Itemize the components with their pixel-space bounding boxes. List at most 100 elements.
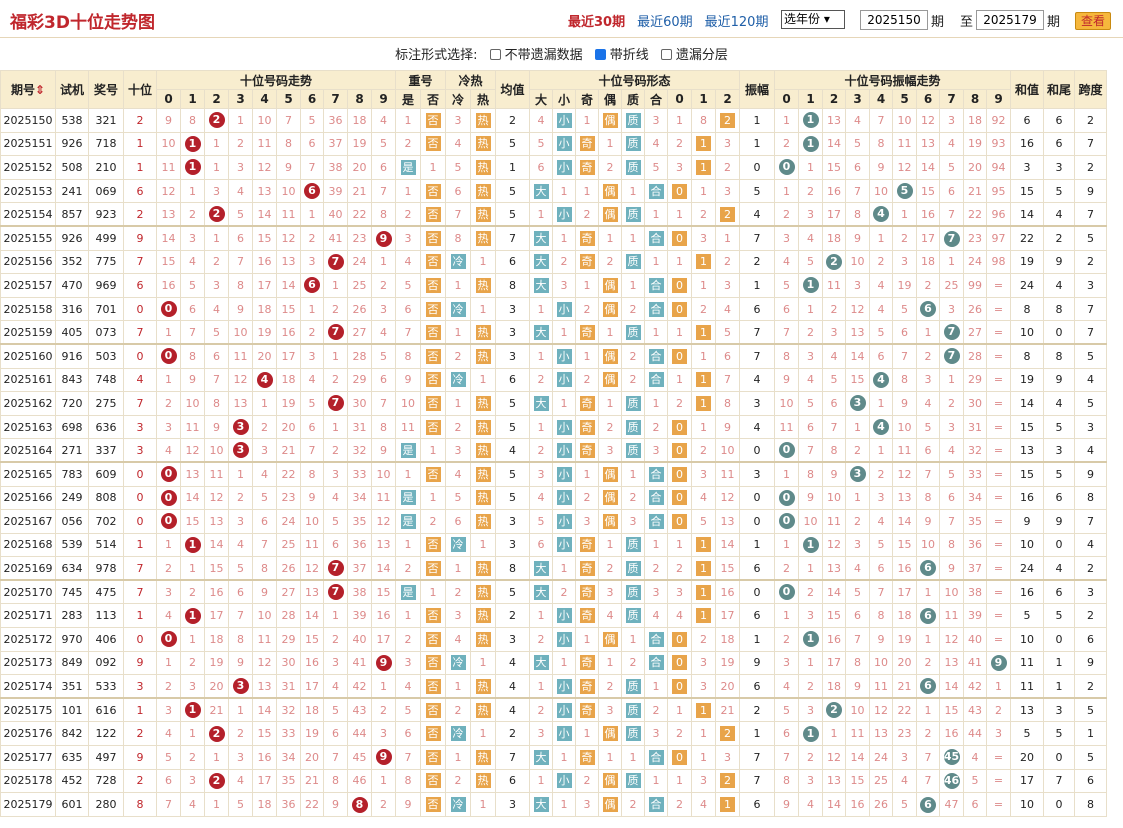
prime-cell: 质 [621, 320, 645, 345]
hot-cell: 1 [470, 721, 496, 747]
big-badge: 大 [533, 324, 549, 340]
year-select[interactable]: 选年份 ▾ [781, 10, 845, 29]
trend-cell: 9 [204, 414, 229, 440]
prize-number-cell: 701 [88, 296, 124, 322]
to-issue-input[interactable]: 2025179 [976, 10, 1044, 30]
amp-trend-cell: 35 [963, 509, 987, 534]
amp-trend-cell: 2 [939, 391, 964, 416]
amp-trend-cell: 21 [892, 674, 917, 699]
odd-cell: 1 [575, 178, 599, 204]
range-30-link[interactable]: 最近30期 [568, 15, 626, 30]
amp-trend-cell: 13 [892, 485, 917, 511]
option-checkbox-polyline[interactable] [594, 49, 606, 60]
prime-cell: 3 [621, 509, 645, 534]
col-issue[interactable]: 期号⇕ [0, 70, 56, 109]
trend-cell: 6 [300, 131, 324, 157]
span-cell: 9 [1074, 650, 1107, 676]
repeat-no-cell: 1 [420, 438, 446, 463]
option-checkbox-no-missing[interactable] [489, 49, 501, 60]
amp-trend-cell: 93 [986, 131, 1011, 157]
prime-badge: 质 [625, 584, 641, 600]
prize-number-cell: 475 [88, 579, 124, 605]
road-cell: 1 [667, 202, 692, 227]
hot-cell: 热 [470, 745, 496, 770]
trend-cell: 4 [371, 320, 396, 345]
even-cell: 1 [598, 532, 622, 558]
odd-cell: 奇 [575, 225, 599, 251]
amp-trend-cell: 12 [892, 461, 917, 487]
tens-digit-cell: 7 [123, 320, 157, 345]
amp-trend-cell: 12 [869, 697, 893, 723]
from-issue-input[interactable]: 2025150 [860, 10, 928, 30]
road-cell: 1 [691, 249, 716, 275]
amp-trend-cell: 0 [774, 509, 799, 534]
trend-cell: 1 [300, 296, 324, 322]
amp-trend-cell: 2 [798, 745, 823, 770]
view-button[interactable]: 查看 [1075, 12, 1111, 30]
small-badge: 小 [556, 513, 572, 529]
road-badge: 1 [696, 159, 711, 175]
amp-ball: 6 [920, 678, 936, 695]
amp-trend-cell: 95 [986, 178, 1011, 204]
big-cell: 1 [529, 343, 553, 369]
amp-trend-cell: 3 [798, 697, 823, 723]
amp-cell: 6 [739, 296, 775, 322]
avg-cell: 4 [495, 650, 530, 676]
amp-trend-cell: 7 [822, 414, 846, 440]
test-number-cell: 857 [55, 202, 89, 227]
trend-cell: 12 [252, 650, 277, 676]
amp-digit-6: 6 [916, 89, 940, 109]
tens-digit-cell: 1 [123, 532, 157, 558]
repeat-badge: 是 [400, 490, 416, 506]
big-cell: 6 [529, 155, 553, 180]
issue-cell: 2025157 [0, 273, 56, 298]
hot-badge: 热 [475, 231, 491, 247]
amp-trend-cell: 12 [892, 155, 917, 180]
prize-number-cell: 210 [88, 155, 124, 180]
hot-cell: 热 [470, 509, 496, 534]
repeat-no-cell: 否 [420, 225, 446, 251]
hit-ball: 4 [256, 371, 273, 388]
prime-badge: 质 [625, 395, 641, 411]
trend-cell: 21 [204, 697, 229, 723]
hot-cell: 1 [470, 650, 496, 676]
sum-cell: 22 [1010, 225, 1044, 251]
composite-cell: 1 [644, 320, 668, 345]
trend-cell: 11 [252, 131, 277, 157]
prime-cell: 2 [621, 367, 645, 393]
small-cell: 小 [552, 202, 576, 227]
range-120-link[interactable]: 最近120期 [704, 15, 769, 30]
amp-ball: 4 [873, 419, 889, 436]
even-cell: 偶 [598, 721, 622, 747]
trend-cell: 32 [347, 438, 372, 463]
amp-trend-cell: 8 [916, 485, 940, 511]
amp-trend-cell: 11 [774, 414, 799, 440]
hot-cell: 热 [470, 485, 496, 511]
avg-cell: 5 [495, 391, 530, 416]
odd-badge: 奇 [579, 395, 595, 411]
table-row: 2025158 316 701 0 0 6 4 9 18 15 1 2 26 3 6 否冷 1 3 1 小 2 偶 2 合 0 2… [0, 296, 1107, 322]
road-cell: 2 [667, 391, 692, 416]
span-cell: 2 [1074, 249, 1107, 275]
amp-trend-cell: 4 [869, 273, 893, 298]
cold-cell: 3 [445, 603, 471, 629]
prize-number-cell: 073 [88, 320, 124, 345]
trend-cell: 6 [300, 414, 324, 440]
trend-cell: 21 [347, 178, 372, 204]
tens-digit-cell: 0 [123, 296, 157, 322]
option-checkbox-layer[interactable] [660, 49, 672, 60]
road-cell: 1 [691, 532, 716, 558]
trend-cell: 12 [371, 509, 396, 534]
trend-cell: 2 [156, 556, 181, 581]
amp-cell: 7 [739, 225, 775, 251]
prize-number-cell: 122 [88, 721, 124, 747]
road-cell: 4 [691, 485, 716, 511]
even-cell: 4 [598, 603, 622, 629]
road-cell: 0 [667, 273, 692, 298]
range-60-link[interactable]: 最近60期 [637, 15, 693, 30]
amp-trend-cell: = [986, 792, 1011, 817]
issue-cell: 2025167 [0, 509, 56, 534]
trend-cell: 1 [252, 391, 277, 416]
trend-cell: 3 [156, 697, 181, 723]
tens-digit-cell: 0 [123, 343, 157, 369]
